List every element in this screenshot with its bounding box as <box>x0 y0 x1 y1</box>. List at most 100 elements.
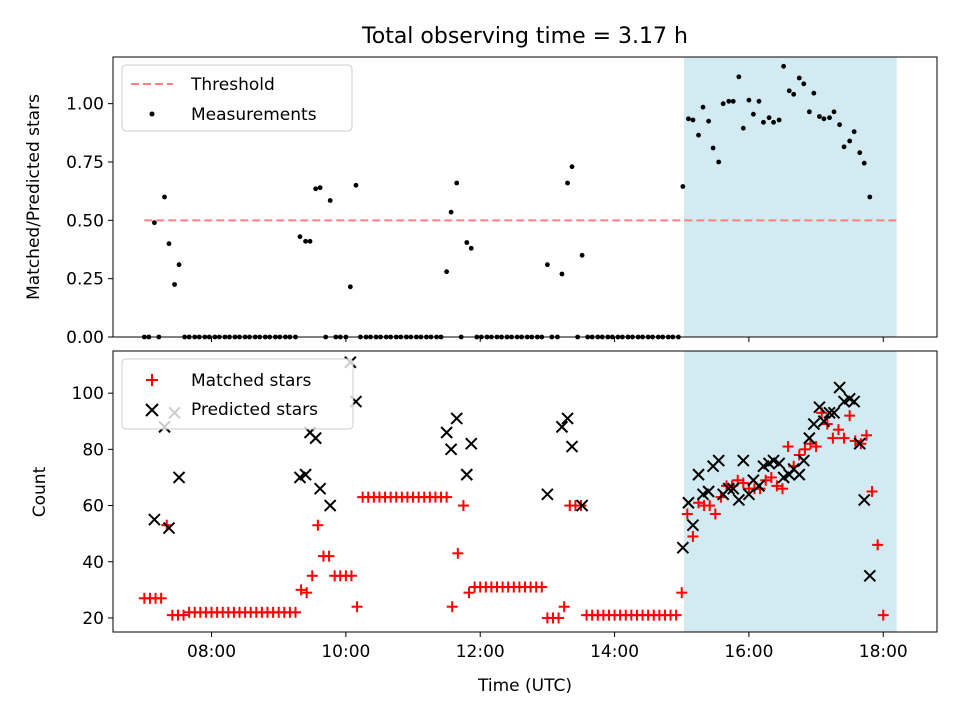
predicted-star-marker <box>858 493 871 507</box>
predicted-star-marker <box>309 431 322 445</box>
matched-star-marker <box>860 429 872 441</box>
measurement-point <box>700 104 706 110</box>
legend-matched-swatch <box>146 374 158 386</box>
top-axes-frame <box>112 56 938 338</box>
measurement-point <box>867 194 873 200</box>
bottom-legend: Matched stars Predicted stars <box>121 358 354 430</box>
predicted-star-marker <box>793 468 806 481</box>
predicted-star-marker <box>323 499 337 512</box>
matched-star-marker <box>295 584 307 596</box>
matched-star-marker <box>178 609 190 621</box>
measurement-point <box>806 109 812 115</box>
matched-star-marker <box>849 435 861 447</box>
matched-star-marker <box>704 500 716 512</box>
predicted-star-marker <box>803 431 816 445</box>
predicted-star-marker <box>827 406 841 420</box>
y-tick-label: 60 <box>82 497 104 517</box>
measurement-point <box>796 75 802 81</box>
matched-star-marker <box>838 432 850 444</box>
measurement-point <box>827 115 832 121</box>
matched-star-marker <box>457 500 469 512</box>
y-tick-label: 1.00 <box>66 95 104 115</box>
measurement-point <box>726 98 732 104</box>
top-y-ticks: 0.00 0.25 0.50 0.75 1.00 <box>66 95 113 348</box>
measurement-point <box>579 252 585 258</box>
measurement-point <box>761 119 766 125</box>
predicted-star-marker <box>742 488 756 501</box>
matched-star-marker <box>687 530 699 542</box>
measurement-point <box>817 114 822 119</box>
matched-star-markers <box>138 407 889 624</box>
measurement-point <box>347 284 353 290</box>
measurement-point <box>317 185 323 191</box>
predicted-star-marker <box>465 437 478 450</box>
y-tick-label: 0.25 <box>66 270 104 290</box>
measurement-point <box>468 245 474 251</box>
matched-star-marker <box>351 601 363 613</box>
legend-matched-label: Matched stars <box>191 371 311 391</box>
bottom-y-ticks: 20 40 60 80 100 <box>72 384 113 629</box>
y-tick-label: 40 <box>82 553 104 573</box>
predicted-star-marker <box>702 485 715 498</box>
predicted-star-marker <box>692 468 705 481</box>
predicted-star-marker <box>863 569 877 583</box>
measurement-point <box>448 209 454 215</box>
x-tick-label: 18:00 <box>859 642 908 662</box>
bottom-panel: 20 40 60 80 100 08:00 10:00 12:00 14:00 16:00 18:… <box>30 350 938 696</box>
measurement-point <box>740 125 746 131</box>
measurement-point <box>706 118 712 124</box>
measurement-point <box>720 101 726 107</box>
predicted-star-marker <box>727 482 740 495</box>
matched-star-marker <box>866 486 878 497</box>
matched-star-marker <box>681 508 693 520</box>
bottom-x-ticks: 08:00 10:00 12:00 14:00 16:00 18:00 <box>187 632 908 662</box>
measurement-point <box>565 180 570 186</box>
measurement-point <box>176 262 182 268</box>
x-tick-label: 08:00 <box>187 642 236 662</box>
predicted-star-marker <box>732 493 746 507</box>
measurement-point <box>791 91 797 97</box>
measurement-point <box>454 180 460 186</box>
measurement-point <box>307 238 313 244</box>
measurement-point <box>716 159 722 165</box>
predicted-star-marker <box>541 488 554 501</box>
y-tick-label: 0.50 <box>66 211 104 231</box>
predicted-star-marker <box>682 496 695 509</box>
predicted-star-marker <box>565 440 579 453</box>
measurement-point <box>444 269 450 275</box>
observing-window-shade-top <box>683 57 897 337</box>
matched-star-marker <box>709 508 721 520</box>
measurement-point <box>776 117 782 123</box>
measurement-point <box>861 160 867 166</box>
matched-star-marker <box>312 519 324 531</box>
measurement-point <box>841 144 847 150</box>
predicted-star-marker <box>722 482 735 495</box>
predicted-star-marker <box>833 381 846 394</box>
y-tick-label: 100 <box>72 384 104 404</box>
matched-star-marker <box>463 587 475 599</box>
matched-star-marker <box>872 539 884 551</box>
predicted-star-marker <box>807 417 821 431</box>
measurement-point <box>837 122 842 128</box>
measurement-point <box>559 271 565 277</box>
bottom-axes-frame <box>112 350 938 633</box>
measurement-point <box>786 88 792 94</box>
matched-star-marker <box>345 570 357 582</box>
measurement-point <box>166 241 172 247</box>
measurement-point <box>756 98 762 104</box>
predicted-star-marker <box>686 519 700 532</box>
predicted-star-marker <box>299 468 312 481</box>
y-tick-label: 0.75 <box>66 153 104 173</box>
measurement-point <box>771 119 776 125</box>
y-tick-label: 80 <box>82 440 104 460</box>
predicted-star-marker <box>813 400 826 414</box>
bottom-x-axis-label: Time (UTC) <box>477 676 572 696</box>
measurement-point <box>857 150 863 156</box>
measurement-point <box>831 109 837 115</box>
measurement-point <box>686 116 691 122</box>
legend-predicted-swatch <box>145 403 159 417</box>
matched-star-marker <box>558 601 570 613</box>
measurement-point <box>710 145 716 151</box>
matched-star-marker <box>553 612 565 624</box>
